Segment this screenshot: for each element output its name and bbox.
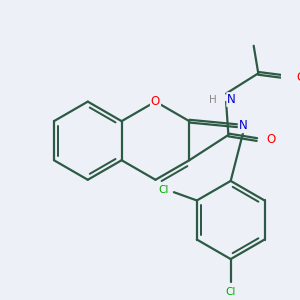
Text: Cl: Cl — [159, 185, 169, 195]
Text: H: H — [209, 94, 217, 105]
Text: O: O — [296, 70, 300, 83]
Text: O: O — [266, 133, 275, 146]
Text: N: N — [239, 119, 248, 132]
Text: Cl: Cl — [226, 287, 236, 297]
Text: O: O — [151, 95, 160, 108]
Text: N: N — [227, 93, 236, 106]
